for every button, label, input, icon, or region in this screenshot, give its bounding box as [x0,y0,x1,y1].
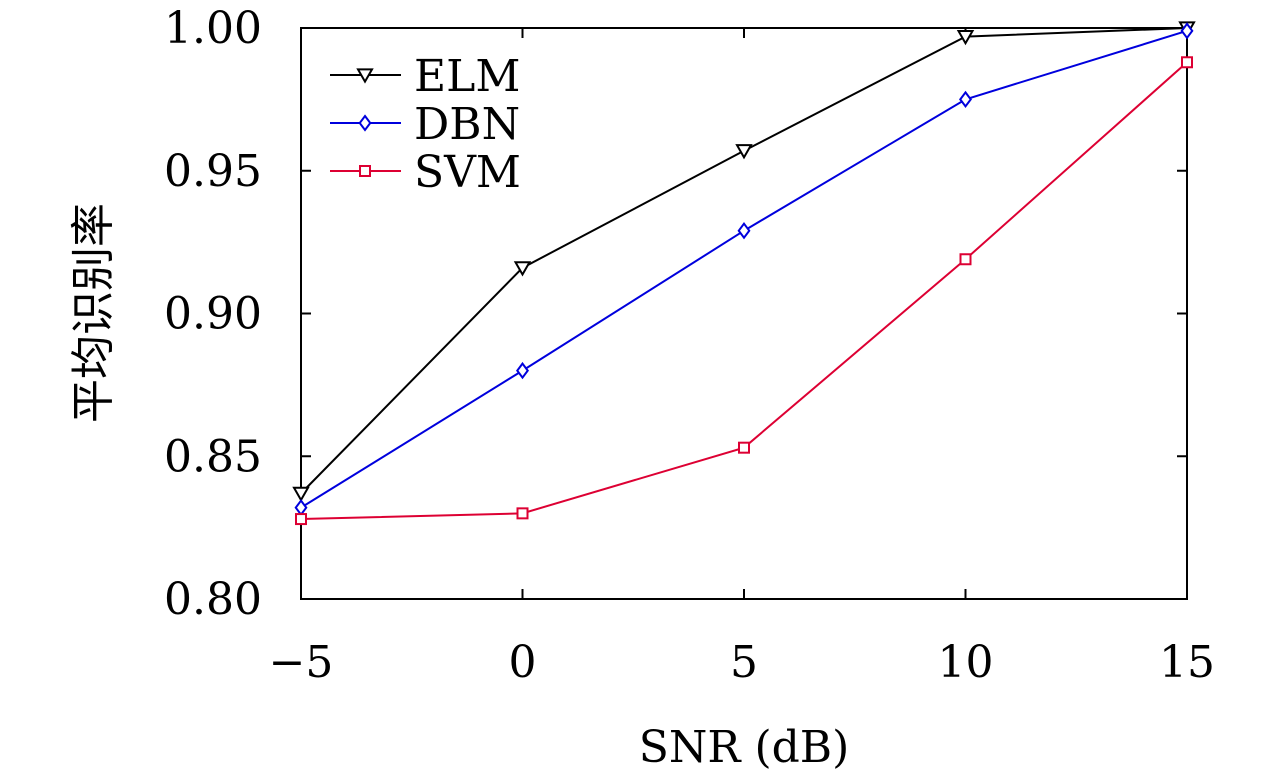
legend-label: DBN [414,99,520,150]
data-point-svm [961,254,971,264]
y-tick-label: 1.00 [164,3,262,54]
y-tick-label: 0.80 [164,574,262,625]
x-tick-label: −5 [269,637,334,688]
data-point-elm [294,488,308,500]
y-tick-label: 0.85 [164,431,262,482]
y-tick-label: 0.95 [164,146,262,197]
y-tick-label: 0.90 [164,289,262,340]
data-point-elm [737,145,751,157]
legend-label: SVM [414,147,521,198]
x-tick-label: 0 [509,637,537,688]
data-point-dbn [517,364,528,378]
data-point-dbn [739,224,750,238]
legend-item-dbn: DBN [330,99,520,150]
legend-item-elm: ELM [330,51,520,102]
data-point-dbn [960,92,971,106]
tick-marks: −5 0 5 10 15 0.80 0.85 0.90 0.95 1.00 [164,3,1215,688]
y-axis-label: 平均识别率 [68,203,119,423]
x-axis-label: SNR (dB) [639,722,850,772]
legend-label: ELM [414,51,520,102]
legend-marker [360,166,370,176]
x-tick-label: 15 [1159,637,1215,688]
data-point-svm [296,514,306,524]
x-tick-label: 5 [730,637,758,688]
data-point-dbn [296,501,307,515]
data-point-svm [518,508,528,518]
legend-item-svm: SVM [330,147,521,198]
data-point-svm [1182,57,1192,67]
x-tick-label: 10 [938,637,994,688]
data-point-svm [739,443,749,453]
legend-marker [360,116,371,130]
